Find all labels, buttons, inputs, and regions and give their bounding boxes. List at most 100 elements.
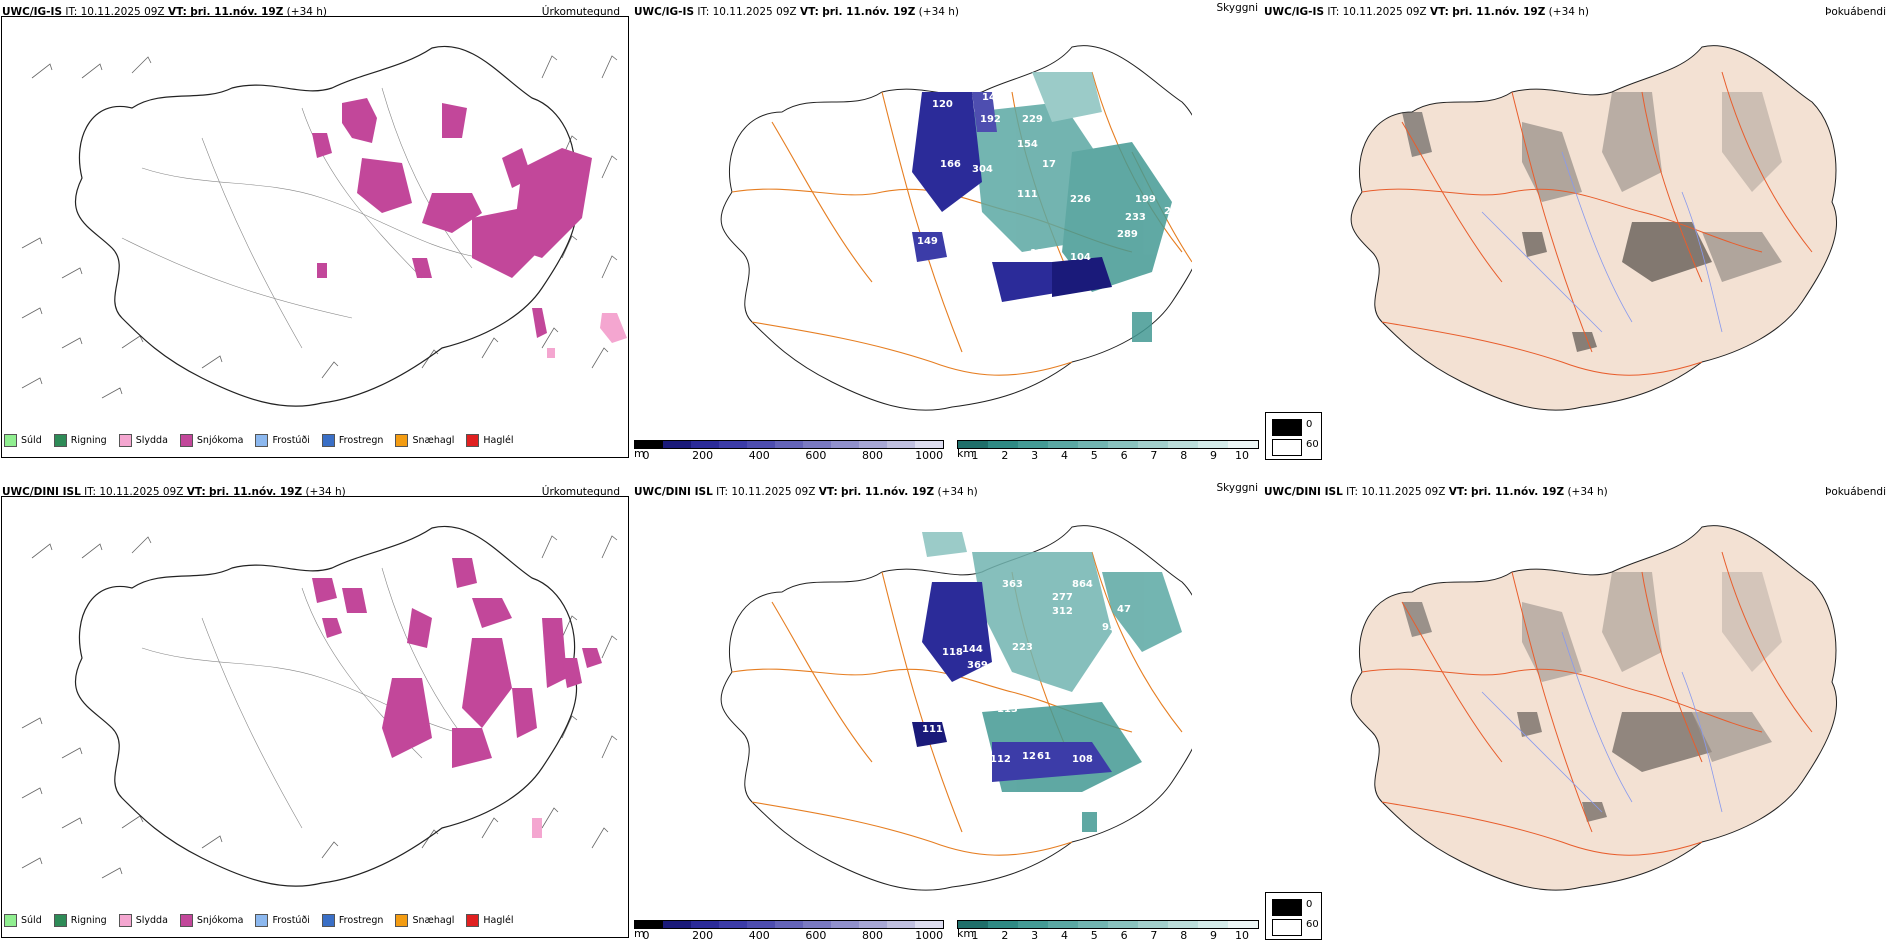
ceiling-label: 229: [1022, 114, 1043, 125]
colorbar-cell: [887, 441, 915, 448]
colorbar-cell: [831, 441, 859, 448]
panel-header: UWC/IG-IS IT: 10.11.2025 09Z VT: þri. 11…: [2, 6, 328, 18]
ceiling-label: 363: [1002, 579, 1023, 590]
ceiling-labels: 120 148 192 229 154 166 304 17 111 226 5…: [917, 92, 1186, 263]
colorbar-cell: [988, 441, 1018, 448]
precip-map: [21, 45, 627, 407]
legend-item: Haglél: [466, 433, 514, 447]
ceiling-label: 104: [1070, 252, 1091, 263]
colorbar-cell: [663, 921, 691, 928]
rivers: [1481, 151, 1723, 333]
visibility-fields: [972, 72, 1172, 342]
legend-swatch: [395, 433, 409, 447]
colorbar-cell: [663, 441, 691, 448]
legend-swatch: [118, 913, 132, 927]
iceland-coastline: [1350, 525, 1837, 891]
ceiling-label: 111: [1017, 189, 1038, 200]
colorbar-cell: [988, 921, 1018, 928]
precip-map-frame: [1, 16, 629, 458]
colorbar-cell: [1048, 441, 1078, 448]
precip-map: [21, 525, 618, 887]
colorbar-cell: [747, 441, 775, 448]
fog-shading: [1402, 572, 1782, 822]
colorbar-cell: [1138, 441, 1168, 448]
colorbar-cell: [1228, 921, 1258, 928]
legend-swatch: [53, 433, 67, 447]
panel-title: Þokuábendi: [1825, 6, 1886, 18]
ceiling-label: 120: [932, 99, 953, 110]
colorbar-cell: [859, 921, 887, 928]
legend-item: Snæhagl: [395, 913, 454, 927]
panel-header: UWC/IG-IS IT: 10.11.2025 09Z VT: þri. 11…: [1264, 6, 1590, 18]
ceiling-fields: [912, 582, 1112, 782]
colorbar-cell: [1228, 441, 1258, 448]
fog-legend-black: [1272, 419, 1302, 436]
iceland-coastline: [74, 525, 578, 887]
fog-legend: 0 60: [1265, 412, 1322, 460]
precip-map-frame: [1, 496, 629, 938]
ceiling-label: 289: [1117, 229, 1138, 240]
visibility-colorbar: km 1 2 3 4 5 6 7 8 9 10: [957, 440, 1259, 463]
top-row: UWC/IG-IS IT: 10.11.2025 09Z VT: þri. 11…: [0, 0, 1900, 470]
colorbar-cell: [1138, 921, 1168, 928]
ceiling-label: 113: [997, 704, 1018, 715]
colorbar-cell: [719, 441, 747, 448]
legend-item: Rigning: [53, 913, 107, 927]
roads: [1361, 551, 1813, 856]
panel-title: Úrkomutegund: [541, 6, 620, 18]
legend-item: Súld: [4, 433, 42, 447]
fog-legend-white: [1272, 919, 1302, 936]
legend-item: Frostregn: [321, 433, 383, 447]
ceiling-label: 669: [1157, 659, 1178, 670]
ceiling-label: 149: [917, 236, 938, 247]
legend-swatch: [4, 913, 17, 927]
ceiling-colorbar: m 0 200 400 600 800 1000: [634, 440, 944, 463]
ceiling-label: 304: [972, 164, 993, 175]
bottom-row: UWC/DINI ISL IT: 10.11.2025 09Z VT: þri.…: [0, 480, 1900, 950]
sleet-areas: [547, 313, 627, 358]
colorbar-cell: [958, 441, 988, 448]
ceiling-label: 47: [1117, 604, 1131, 615]
ceiling-label: 226: [1070, 194, 1091, 205]
legend-item: Slydda: [118, 433, 168, 447]
legend-item: Frostúði: [255, 433, 310, 447]
legend-item: Frostúði: [255, 913, 310, 927]
legend-swatch: [395, 913, 409, 927]
colorbar-cell: [635, 441, 663, 448]
colorbar-cell: [915, 441, 943, 448]
ceiling-label: 148: [982, 92, 1003, 103]
panel-title: Skyggni: [1216, 482, 1259, 494]
ceiling-label: 118: [942, 647, 963, 658]
legend-item: Haglél: [466, 913, 514, 927]
ceiling-label: 12: [1022, 751, 1036, 762]
roads: [141, 567, 483, 829]
visibility-colorbar-strip: [957, 920, 1259, 929]
visibility-map: 120 148 192 229 154 166 304 17 111 226 5…: [720, 45, 1192, 411]
ceiling-label: 864: [1072, 579, 1093, 590]
roads: [1361, 71, 1813, 376]
colorbar-cell: [1078, 921, 1108, 928]
fog-legend: 0 60: [1265, 892, 1322, 940]
legend-swatch: [466, 913, 480, 927]
ceiling-label: 61: [1037, 751, 1051, 762]
ceiling-label: 277: [1052, 592, 1073, 603]
legend-swatch: [321, 433, 335, 447]
iceland-coastline: [1350, 45, 1837, 411]
legend-swatch: [255, 913, 269, 927]
precip-legend: Súld Rigning Slydda Snjókoma Frostúði Fr…: [4, 430, 520, 450]
fog-map: [1350, 45, 1837, 411]
panel-header: UWC/IG-IS IT: 10.11.2025 09Z VT: þri. 11…: [634, 6, 960, 18]
ceiling-label: 144: [962, 644, 983, 655]
colorbar-cell: [635, 921, 663, 928]
colorbar-cell: [831, 921, 859, 928]
legend-item: Slydda: [118, 913, 168, 927]
legend-item: Frostregn: [321, 913, 383, 927]
colorbar-cell: [775, 921, 803, 928]
fog-panel-top: UWC/IG-IS IT: 10.11.2025 09Z VT: þri. 11…: [1262, 0, 1900, 470]
wind-barbs: [21, 55, 618, 399]
ceiling-label: 12: [1030, 248, 1044, 259]
ceiling-label: 154: [1017, 139, 1038, 150]
ceiling-colorbar: m 0 200 400 600 800 1000: [634, 920, 944, 943]
ceiling-label: 533: [1165, 179, 1186, 190]
legend-item: Súld: [4, 913, 42, 927]
